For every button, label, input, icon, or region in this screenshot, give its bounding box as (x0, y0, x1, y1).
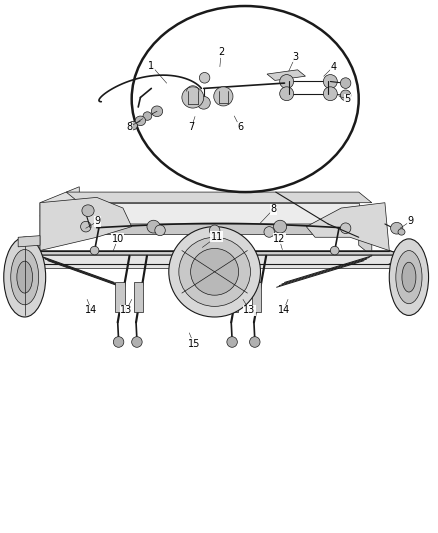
Text: 9: 9 (95, 216, 101, 227)
Polygon shape (18, 236, 40, 247)
Bar (252, 282, 261, 312)
Polygon shape (267, 70, 305, 80)
Ellipse shape (11, 249, 39, 305)
Ellipse shape (135, 116, 146, 126)
Ellipse shape (155, 225, 165, 236)
Polygon shape (359, 224, 372, 256)
Ellipse shape (90, 246, 99, 255)
Ellipse shape (389, 239, 428, 316)
Ellipse shape (4, 237, 46, 317)
Ellipse shape (129, 122, 138, 130)
Ellipse shape (151, 106, 162, 117)
Polygon shape (40, 197, 132, 251)
Ellipse shape (191, 248, 239, 295)
Ellipse shape (132, 337, 142, 348)
Text: 15: 15 (187, 338, 200, 349)
Bar (115, 282, 125, 312)
Ellipse shape (143, 112, 152, 120)
Text: 1: 1 (148, 61, 154, 70)
Polygon shape (66, 192, 372, 203)
Ellipse shape (280, 87, 293, 101)
Ellipse shape (396, 251, 422, 304)
Ellipse shape (398, 229, 405, 235)
Ellipse shape (340, 223, 351, 233)
Ellipse shape (402, 262, 416, 292)
Ellipse shape (323, 87, 337, 101)
Ellipse shape (391, 222, 403, 234)
Text: 14: 14 (85, 305, 98, 315)
Ellipse shape (274, 220, 287, 233)
Bar (229, 282, 238, 312)
Text: 5: 5 (345, 94, 351, 104)
Text: 10: 10 (112, 234, 124, 244)
Ellipse shape (81, 221, 91, 232)
Text: 14: 14 (278, 305, 290, 315)
Ellipse shape (340, 78, 351, 88)
Bar (134, 282, 144, 312)
Polygon shape (40, 200, 79, 251)
Polygon shape (306, 203, 389, 251)
Ellipse shape (250, 337, 260, 348)
Ellipse shape (323, 75, 337, 88)
Polygon shape (27, 251, 403, 255)
Ellipse shape (147, 220, 160, 233)
Ellipse shape (330, 246, 339, 255)
Polygon shape (66, 203, 359, 224)
Text: 2: 2 (218, 47, 224, 57)
Text: 13: 13 (244, 305, 256, 315)
Ellipse shape (199, 72, 210, 83)
Ellipse shape (264, 227, 275, 237)
Polygon shape (40, 187, 79, 216)
Text: 8: 8 (127, 122, 133, 132)
Text: 6: 6 (237, 122, 243, 132)
Ellipse shape (17, 261, 32, 293)
Text: 4: 4 (330, 62, 336, 71)
Text: 13: 13 (120, 305, 133, 315)
Ellipse shape (132, 6, 359, 192)
Ellipse shape (182, 87, 204, 108)
Text: 3: 3 (292, 52, 298, 61)
Ellipse shape (209, 225, 220, 236)
Ellipse shape (82, 205, 94, 216)
Ellipse shape (214, 87, 233, 106)
Text: 7: 7 (188, 122, 194, 132)
Text: 12: 12 (273, 234, 286, 244)
Text: 8: 8 (271, 204, 277, 214)
Ellipse shape (169, 227, 261, 317)
Ellipse shape (113, 337, 124, 348)
Text: 11: 11 (211, 232, 223, 242)
Ellipse shape (340, 90, 351, 101)
Ellipse shape (227, 337, 237, 348)
Ellipse shape (179, 237, 251, 306)
Ellipse shape (280, 75, 293, 88)
Ellipse shape (197, 96, 210, 109)
Polygon shape (27, 255, 403, 268)
Text: 9: 9 (407, 216, 413, 227)
Polygon shape (66, 224, 372, 235)
